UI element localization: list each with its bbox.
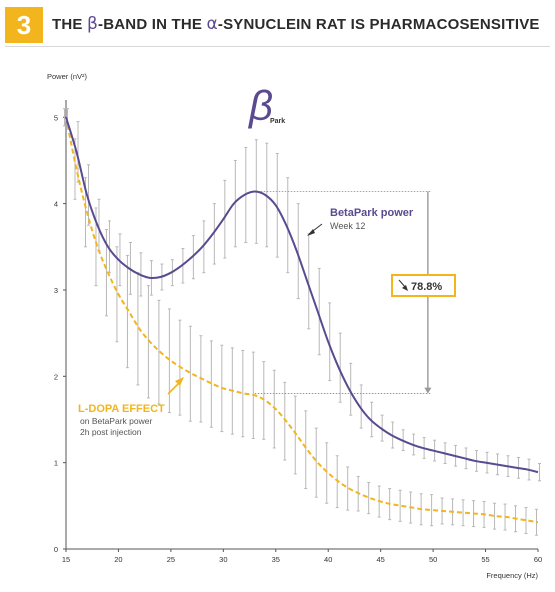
figure-title: THE β-BAND IN THE α-SYNUCLEIN RAT IS PHA…	[52, 14, 540, 34]
reference-lines	[254, 191, 432, 394]
x-tick-label: 40	[324, 555, 332, 564]
title-beta-symbol: β	[86, 14, 99, 34]
ldopa-pointer-head	[175, 377, 184, 386]
x-axis-label: Frequency (Hz)	[486, 571, 538, 580]
x-tick-label: 15	[62, 555, 70, 564]
beta-park-symbol: β	[247, 82, 273, 129]
betapark-pointer-head	[307, 229, 315, 236]
y-tick-label: 2	[54, 372, 58, 381]
figure-header: 3 THE β-BAND IN THE α-SYNUCLEIN RAT IS P…	[0, 0, 555, 46]
ldopa-series-note-2: 2h post injection	[80, 427, 142, 437]
y-axis-label: Power (nV²)	[47, 72, 88, 81]
x-tick-label: 45	[376, 555, 384, 564]
title-alpha-symbol: α	[206, 14, 218, 34]
percent-change-annotation: 78.8%	[391, 191, 456, 394]
beta-park-subscript: Park	[270, 118, 285, 125]
title-part-1: THE	[52, 16, 87, 33]
figure-number-badge: 3	[5, 7, 43, 43]
x-tick-label: 55	[481, 555, 489, 564]
y-tick-label: 5	[54, 113, 58, 122]
y-tick-label: 3	[54, 286, 58, 295]
percent-change-arrowhead	[424, 387, 432, 394]
x-tick-label: 25	[167, 555, 175, 564]
betapark-power-line	[65, 116, 539, 474]
x-tick-label: 35	[272, 555, 280, 564]
ldopa-series-note-1: on BetaPark power	[80, 416, 152, 426]
x-tick-label: 20	[114, 555, 122, 564]
series-lines	[65, 116, 539, 524]
y-tick-label: 1	[54, 459, 58, 468]
title-part-2: -BAND IN THE	[98, 16, 207, 33]
percent-change-box-arrowhead	[402, 285, 408, 291]
title-part-3: -SYNUCLEIN RAT IS PHARMACOSENSITIVE	[217, 16, 540, 33]
betapark-series-label: BetaPark power	[330, 207, 414, 219]
y-tick-label: 4	[54, 200, 58, 209]
x-tick-label: 60	[534, 555, 542, 564]
ldopa-series-label: L-DOPA EFFECT	[78, 403, 165, 415]
y-tick-label: 0	[54, 545, 58, 554]
percent-change-label: 78.8%	[411, 281, 442, 293]
x-tick-label: 30	[219, 555, 227, 564]
header-divider	[5, 46, 550, 47]
ldopa-effect-line	[65, 117, 539, 524]
x-tick-label: 50	[429, 555, 437, 564]
betapark-series-note: Week 12	[330, 221, 365, 231]
